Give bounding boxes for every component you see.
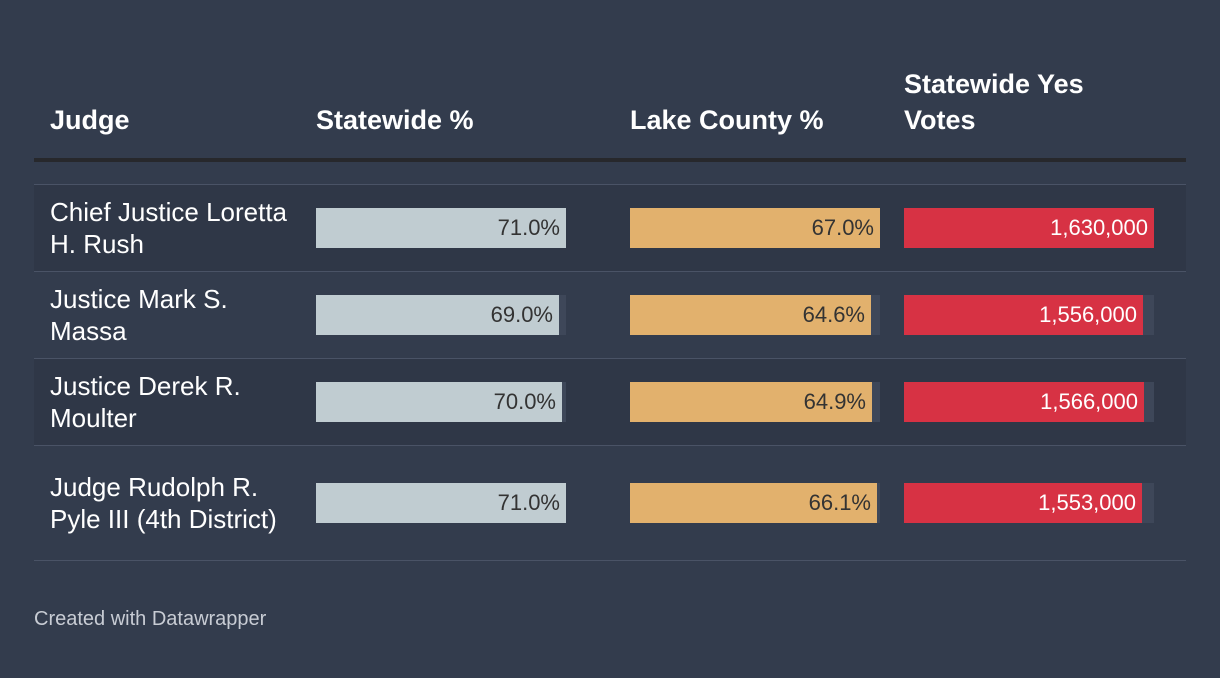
- column-header-lake-county: Lake County %: [630, 105, 824, 135]
- lake-county-value-label: 66.1%: [808, 490, 871, 515]
- table-row: Judge Rudolph R. Pyle III (4th District)…: [34, 446, 1186, 561]
- statewide-yes-votes-bar-track: 1,630,000: [904, 208, 1154, 248]
- statewide-bar: 71.0%: [316, 208, 566, 248]
- judge-name: Judge Rudolph R. Pyle III (4th District): [50, 472, 277, 534]
- statewide-yes-votes-bar-track: 1,566,000: [904, 382, 1154, 422]
- statewide-bar-track: 69.0%: [316, 295, 566, 335]
- judge-name: Chief Justice Loretta H. Rush: [50, 197, 288, 259]
- table-row: Justice Derek R. Moulter 70.0% 64.9% 1,566,…: [34, 359, 1186, 446]
- judge-name: Justice Mark S. Massa: [50, 284, 228, 346]
- judge-name: Justice Derek R. Moulter: [50, 371, 241, 433]
- table-header: Judge Statewide % Lake County % Statewid…: [34, 69, 1186, 162]
- lake-county-bar-track: 66.1%: [630, 483, 880, 523]
- table-body: Chief Justice Loretta H. Rush 71.0% 67.0% 1…: [34, 185, 1186, 561]
- lake-county-bar: 64.6%: [630, 295, 871, 335]
- lake-county-bar-track: 64.6%: [630, 295, 880, 335]
- statewide-yes-votes-bar: 1,566,000: [904, 382, 1144, 422]
- lake-county-value-label: 67.0%: [811, 215, 874, 240]
- lake-county-value-label: 64.6%: [802, 302, 865, 327]
- statewide-yes-votes-bar: 1,556,000: [904, 295, 1143, 335]
- header-divider: [34, 162, 1186, 185]
- statewide-yes-votes-value-label: 1,553,000: [1038, 490, 1136, 515]
- table-row: Chief Justice Loretta H. Rush 71.0% 67.0% 1…: [34, 185, 1186, 272]
- table-row: Justice Mark S. Massa 69.0% 64.6% 1,556,000: [34, 272, 1186, 359]
- lake-county-bar-track: 67.0%: [630, 208, 880, 248]
- statewide-bar-track: 71.0%: [316, 483, 566, 523]
- lake-county-value-label: 64.9%: [803, 389, 866, 414]
- statewide-value-label: 69.0%: [490, 302, 553, 327]
- lake-county-bar: 67.0%: [630, 208, 880, 248]
- statewide-value-label: 71.0%: [497, 215, 560, 240]
- statewide-bar: 71.0%: [316, 483, 566, 523]
- statewide-bar: 70.0%: [316, 382, 562, 422]
- lake-county-bar: 64.9%: [630, 382, 872, 422]
- statewide-yes-votes-bar: 1,553,000: [904, 483, 1142, 523]
- statewide-yes-votes-bar-track: 1,553,000: [904, 483, 1154, 523]
- statewide-yes-votes-value-label: 1,556,000: [1039, 302, 1137, 327]
- statewide-yes-votes-bar: 1,630,000: [904, 208, 1154, 248]
- results-table: Judge Statewide % Lake County % Statewid…: [34, 69, 1186, 561]
- statewide-value-label: 71.0%: [497, 490, 560, 515]
- lake-county-bar-track: 64.9%: [630, 382, 880, 422]
- lake-county-bar: 66.1%: [630, 483, 877, 523]
- column-header-statewide-yes-votes: Statewide Yes Votes: [904, 69, 1084, 135]
- statewide-yes-votes-bar-track: 1,556,000: [904, 295, 1154, 335]
- statewide-yes-votes-value-label: 1,566,000: [1040, 389, 1138, 414]
- column-header-statewide: Statewide %: [316, 105, 474, 135]
- column-header-judge: Judge: [50, 105, 130, 135]
- statewide-value-label: 70.0%: [493, 389, 556, 414]
- statewide-yes-votes-value-label: 1,630,000: [1050, 215, 1148, 240]
- statewide-bar: 69.0%: [316, 295, 559, 335]
- footer-credit: Created with Datawrapper: [34, 608, 267, 630]
- statewide-bar-track: 71.0%: [316, 208, 566, 248]
- statewide-bar-track: 70.0%: [316, 382, 566, 422]
